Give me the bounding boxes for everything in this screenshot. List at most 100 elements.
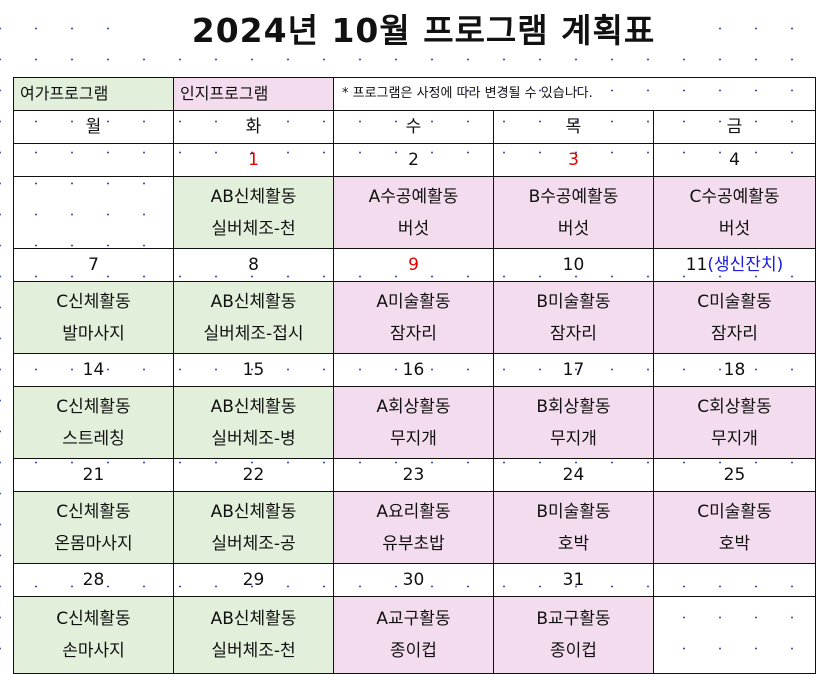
date-cell: 14 (13, 353, 174, 387)
program-row: C신체활동 스트레칭 AB신체활동 실버체조-병 A회상활동 무지개 B회상활동 무지개 C회상… (13, 386, 816, 459)
date-number: 2 (408, 150, 419, 170)
program-topic: 실버체조-병 (211, 428, 296, 449)
date-cell: 23 (333, 458, 494, 492)
date-number: 7 (88, 255, 99, 275)
program-topic: 무지개 (711, 428, 758, 449)
program-row: C신체활동 발마사지 AB신체활동 실버체조-접시 A미술활동 잠자리 B미술활동 잠자리 C미… (13, 281, 816, 354)
date-number: 1 (248, 150, 259, 170)
program-topic: 실버체조-천 (211, 218, 296, 239)
date-cell (653, 563, 816, 597)
program-topic: 유부초밥 (382, 533, 445, 554)
program-row: C신체활동 손마사지 AB신체활동 실버체조-천 A교구활동 종이컵 B교구활동 종이컵 (13, 596, 816, 674)
date-cell: 28 (13, 563, 174, 597)
date-number: 4 (729, 150, 740, 170)
program-activity: AB신체활동 (210, 396, 297, 417)
date-cell: 2 (333, 143, 494, 177)
program-topic: 실버체조-천 (211, 641, 296, 661)
date-row: 1 2 3 4 (13, 143, 816, 177)
date-number: 21 (82, 465, 105, 485)
program-topic: 버섯 (718, 218, 751, 239)
date-number: 8 (248, 255, 259, 275)
date-cell: 9 (333, 248, 494, 282)
program-activity: B수공예활동 (528, 186, 619, 207)
date-cell: 22 (173, 458, 334, 492)
program-activity: B교구활동 (536, 609, 611, 629)
program-topic: 호박 (718, 533, 751, 554)
program-cell: C신체활동 손마사지 (13, 596, 174, 674)
event-label: (생신잔치) (707, 255, 784, 275)
date-row: 7 8 9 10 11(생신잔치) (13, 248, 816, 282)
program-topic: 종이컵 (390, 641, 437, 661)
program-activity: A회상활동 (376, 396, 451, 417)
program-topic: 종이컵 (550, 641, 597, 661)
program-cell: B미술활동 잠자리 (493, 281, 654, 354)
legend-leisure: 여가프로그램 (13, 77, 174, 111)
program-topic: 실버체조-공 (211, 533, 296, 554)
weekday-header: 목 (493, 110, 654, 144)
date-number: 24 (562, 465, 585, 485)
program-activity: A수공예활동 (368, 186, 459, 207)
date-number: 17 (562, 360, 585, 380)
program-cell: AB신체활동 실버체조-접시 (173, 281, 334, 354)
program-activity: B미술활동 (536, 501, 611, 522)
program-topic: 발마사지 (62, 323, 125, 344)
program-activity: AB신체활동 (210, 609, 297, 629)
program-activity: C회상활동 (697, 396, 772, 417)
legend-note: * 프로그램은 사정에 따라 변경될 수 있습니다. (333, 77, 816, 111)
program-activity: B회상활동 (536, 396, 611, 417)
program-cell: C미술활동 잠자리 (653, 281, 816, 354)
program-topic: 잠자리 (711, 323, 758, 344)
program-activity: A요리활동 (376, 501, 451, 522)
date-number: 25 (723, 465, 746, 485)
program-topic: 잠자리 (550, 323, 597, 344)
program-cell: C신체활동 스트레칭 (13, 386, 174, 459)
program-activity: C신체활동 (56, 501, 131, 522)
date-row: 14 15 16 17 18 (13, 353, 816, 387)
date-number: 18 (723, 360, 746, 380)
date-number: 23 (402, 465, 425, 485)
program-topic: 잠자리 (390, 323, 437, 344)
date-number: 31 (562, 570, 585, 590)
date-row: 28 29 30 31 (13, 563, 816, 597)
date-number: 16 (402, 360, 425, 380)
program-activity: AB신체활동 (210, 291, 297, 312)
date-cell: 21 (13, 458, 174, 492)
date-cell: 17 (493, 353, 654, 387)
date-cell: 1 (173, 143, 334, 177)
date-cell: 11(생신잔치) (653, 248, 816, 282)
date-number: 28 (82, 570, 105, 590)
date-cell: 31 (493, 563, 654, 597)
legend-cognitive: 인지프로그램 (173, 77, 334, 111)
program-cell (653, 596, 816, 674)
date-cell: 24 (493, 458, 654, 492)
date-number: 15 (242, 360, 265, 380)
date-cell: 29 (173, 563, 334, 597)
date-number: 22 (242, 465, 265, 485)
weekday-header: 월 (13, 110, 174, 144)
date-number: 3 (568, 150, 579, 170)
date-number: 30 (402, 570, 425, 590)
legend-row: 여가프로그램 인지프로그램 * 프로그램은 사정에 따라 변경될 수 있습니다. (13, 77, 816, 111)
program-activity: A미술활동 (376, 291, 451, 312)
date-number: 11 (685, 255, 708, 275)
weekday-header: 수 (333, 110, 494, 144)
program-cell (13, 176, 174, 249)
program-activity: AB신체활동 (210, 501, 297, 522)
program-activity: AB신체활동 (210, 186, 297, 207)
program-topic: 무지개 (550, 428, 597, 449)
program-topic: 호박 (557, 533, 590, 554)
program-activity: C신체활동 (56, 396, 131, 417)
date-cell: 16 (333, 353, 494, 387)
program-topic: 온몸마사지 (54, 533, 133, 554)
program-cell: C미술활동 호박 (653, 491, 816, 564)
program-cell: C신체활동 발마사지 (13, 281, 174, 354)
date-cell: 10 (493, 248, 654, 282)
program-topic: 버섯 (397, 218, 430, 239)
